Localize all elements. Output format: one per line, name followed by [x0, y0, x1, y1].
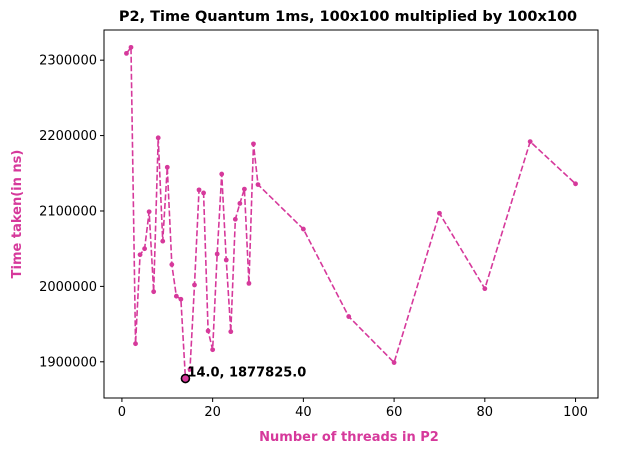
y-tick-label: 1900000	[39, 355, 97, 370]
data-point	[246, 280, 252, 286]
data-point	[251, 141, 256, 147]
x-axis-label: Number of threads in P2	[259, 430, 439, 445]
y-axis-ticks: 1900000 2000000 2100000 2200000 2300000	[39, 54, 104, 370]
data-point	[173, 293, 179, 299]
data-point	[178, 296, 184, 302]
data-point	[437, 210, 442, 216]
data-point	[160, 238, 166, 244]
data-point	[237, 201, 243, 206]
x-tick-label: 40	[295, 405, 312, 420]
data-point	[223, 257, 229, 263]
data-point	[164, 164, 170, 170]
chart-title: P2, Time Quantum 1ms, 100x100 multiplied…	[119, 9, 577, 25]
data-point	[232, 216, 238, 222]
data-point	[201, 190, 206, 196]
data-point	[391, 360, 397, 365]
data-point	[214, 251, 220, 257]
x-tick-label: 80	[477, 405, 494, 420]
series-line	[125, 44, 577, 382]
x-tick-label: 100	[563, 405, 588, 420]
data-point	[133, 341, 138, 347]
data-point	[300, 226, 306, 232]
plot-frame	[103, 29, 599, 399]
y-axis-label: Time taken(in ns)	[10, 150, 25, 279]
data-point	[146, 209, 152, 215]
data-point	[482, 286, 488, 292]
y-tick-label: 2300000	[39, 54, 97, 69]
data-point	[137, 252, 143, 258]
x-axis-ticks: 0 20 40 60 80 100	[118, 398, 588, 420]
y-tick-label: 2100000	[39, 204, 97, 219]
data-point	[142, 246, 147, 252]
data-point	[192, 282, 197, 288]
y-tick-label: 2000000	[39, 280, 97, 295]
data-point	[255, 182, 261, 187]
data-point	[128, 44, 134, 50]
data-point	[228, 329, 234, 335]
data-point	[155, 135, 161, 141]
min-point-marker	[180, 373, 191, 384]
data-point	[573, 181, 578, 187]
y-tick-label: 2200000	[39, 129, 97, 144]
data-point	[196, 187, 202, 193]
plot-area: 14.0, 1877825.0	[124, 44, 578, 384]
data-point	[205, 328, 211, 334]
data-point	[241, 186, 247, 192]
data-point	[346, 314, 352, 319]
min-point-annotation: 14.0, 1877825.0	[187, 366, 306, 381]
data-point	[151, 289, 157, 295]
x-tick-label: 60	[386, 405, 403, 420]
data-point	[187, 366, 193, 372]
x-tick-label: 20	[204, 405, 221, 420]
data-point	[210, 347, 216, 353]
x-tick-label: 0	[118, 405, 126, 420]
data-point	[169, 262, 175, 267]
data-point	[124, 50, 129, 56]
data-point	[219, 171, 225, 177]
data-point	[527, 139, 533, 145]
